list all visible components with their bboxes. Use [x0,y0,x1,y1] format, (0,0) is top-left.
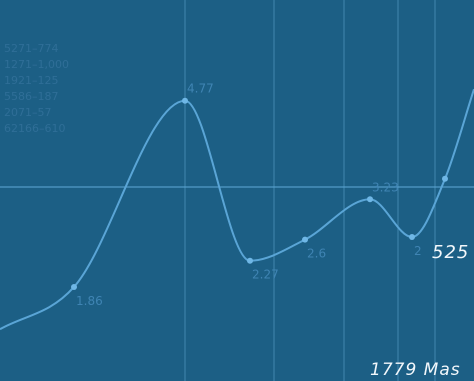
data-label-4: 2.27 [252,268,279,282]
data-label-3: 4.77 [187,82,214,96]
overlay-caption-text: 1779 Mas [370,360,461,380]
data-point-4 [247,257,253,264]
legend-item-2: 1271–1,000 [4,58,69,71]
data-point-8 [442,175,448,182]
data-point-7 [409,234,415,241]
legend-item-3: 1921–125 [4,74,59,87]
series-line [0,88,474,331]
overlay-value-text: 525 [432,242,469,263]
data-point-2 [71,283,77,290]
legend-item-6: 62166–610 [4,122,66,135]
data-point-6 [367,196,373,203]
data-label-7: 2 [414,244,422,258]
data-labels: 1.86 4.77 2.27 2.6 3.23 2 [76,82,422,308]
series-group [0,88,474,331]
legend-item-1: 5271–774 [4,42,59,55]
data-label-6: 3.23 [372,180,399,194]
data-point-5 [302,236,308,243]
data-point-3 [182,97,188,104]
legend-item-4: 5586–187 [4,90,59,103]
legend: 5271–774 1271–1,000 1921–125 5586–187 2071–5… [4,42,69,135]
legend-item-5: 2071–57 [4,106,52,119]
data-label-5: 2.6 [307,247,326,261]
data-label-2: 1.86 [76,294,103,308]
